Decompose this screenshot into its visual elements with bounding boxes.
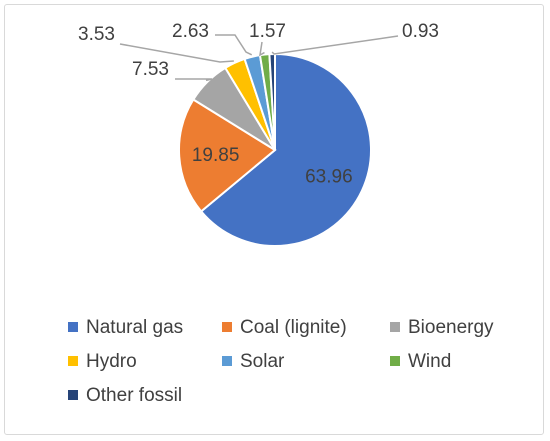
pie-slices: [178, 52, 372, 247]
data-label-coal-lignite: 19.85: [192, 145, 240, 166]
data-labels: 63.96 19.85 7.53 3.53 2.63 1.57 0.93: [78, 21, 439, 187]
pie-slice-coal-lignite: [178, 98, 277, 213]
legend-label-solar: Solar: [240, 351, 285, 372]
data-label-wind: 1.57: [249, 21, 286, 42]
legend-swatch-coal-lignite: [222, 322, 232, 332]
leader-lines: [119, 34, 399, 82]
legend-label-coal-lignite: Coal (lignite): [240, 317, 347, 338]
data-label-other-fossil: 0.93: [402, 21, 439, 42]
legend-label-other-fossil: Other fossil: [86, 385, 182, 406]
legend-swatch-wind: [390, 356, 400, 366]
data-label-solar: 2.63: [172, 21, 209, 42]
data-label-hydro: 3.53: [78, 24, 115, 45]
leader-line-solar: [215, 34, 253, 56]
legend-label-wind: Wind: [408, 351, 451, 372]
legend-swatch-other-fossil: [68, 390, 78, 400]
legend: Natural gas Coal (lignite) Bioenergy Hydro S…: [68, 317, 494, 406]
data-label-natural-gas: 63.96: [305, 166, 353, 187]
legend-swatch-solar: [222, 356, 232, 366]
legend-swatch-natural-gas: [68, 322, 78, 332]
legend-label-natural-gas: Natural gas: [86, 317, 183, 338]
pie-slice-natural-gas: [199, 52, 372, 247]
legend-label-bioenergy: Bioenergy: [408, 317, 494, 338]
leader-line-wind: [259, 41, 265, 57]
legend-swatch-hydro: [68, 356, 78, 366]
leader-line-hydro: [119, 43, 234, 63]
data-label-bioenergy: 7.53: [132, 59, 169, 80]
leader-line-other-fossil: [271, 35, 399, 55]
legend-label-hydro: Hydro: [86, 351, 137, 372]
legend-swatch-bioenergy: [390, 322, 400, 332]
leader-line-bioenergy: [175, 78, 213, 82]
